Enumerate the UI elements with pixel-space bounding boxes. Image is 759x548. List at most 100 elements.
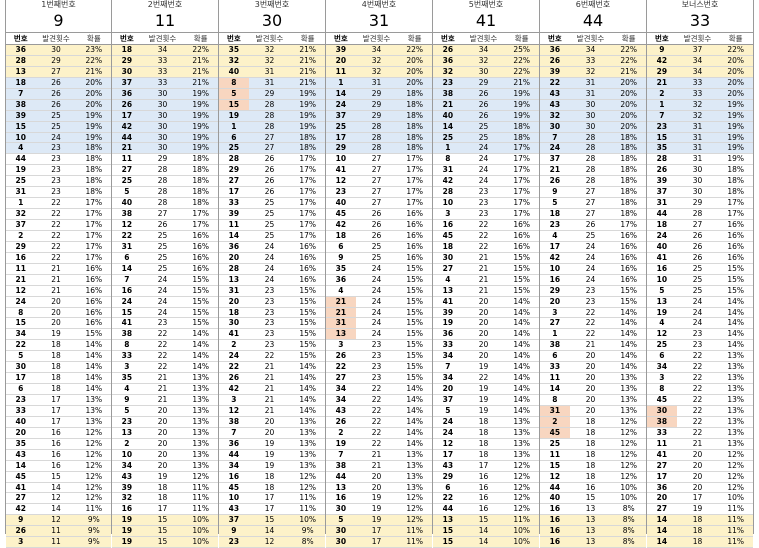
hit-count-cell[interactable]: 18 xyxy=(157,493,168,503)
table-row[interactable]: 14 25 17% xyxy=(219,231,325,242)
table-row[interactable]: 38 22 13% xyxy=(647,416,753,428)
hit-count-cell[interactable]: 20 xyxy=(585,384,596,394)
table-row[interactable]: 26 30 19% xyxy=(112,99,218,111)
table-row[interactable]: 14 18 11% xyxy=(647,515,753,527)
ball-number-cell[interactable]: 7 xyxy=(552,132,558,142)
table-row[interactable]: 21 21 16% xyxy=(6,275,111,286)
table-row[interactable]: 30 21 15% xyxy=(433,253,539,264)
column-header[interactable]: 번호 xyxy=(547,34,562,43)
table-row[interactable]: 22 25 16% xyxy=(112,231,218,242)
column-header[interactable]: 발견횟수 xyxy=(362,34,391,43)
probability-cell[interactable]: 12% xyxy=(85,493,103,503)
ball-number-cell[interactable]: 26 xyxy=(549,55,561,65)
table-row[interactable]: 20 17 10% xyxy=(647,493,753,505)
probability-cell[interactable]: 18% xyxy=(620,209,637,219)
probability-cell[interactable]: 16% xyxy=(620,230,637,240)
hit-count-cell[interactable]: 22 xyxy=(692,351,703,361)
table-row[interactable]: 1 31 20% xyxy=(326,77,432,89)
ball-number-cell[interactable]: 29 xyxy=(121,55,133,65)
table-row[interactable]: 31 20 13% xyxy=(540,405,646,417)
ball-number-cell[interactable]: 26 xyxy=(335,416,347,426)
hit-count-cell[interactable]: 23 xyxy=(585,296,596,306)
ball-number-cell[interactable]: 15 xyxy=(219,99,249,110)
ball-number-cell[interactable]: 15 xyxy=(549,460,561,470)
ball-number-cell[interactable]: 3 xyxy=(231,395,237,404)
probability-cell[interactable]: 12% xyxy=(85,471,103,481)
hit-count-cell[interactable]: 31 xyxy=(692,121,703,131)
probability-cell[interactable]: 16% xyxy=(85,285,103,295)
ball-number-cell[interactable]: 16 xyxy=(121,285,133,295)
table-row[interactable]: 45 18 12% xyxy=(219,483,325,494)
probability-cell[interactable]: 14% xyxy=(299,405,316,415)
probability-cell[interactable]: 18% xyxy=(513,121,530,131)
hit-count-cell[interactable]: 24 xyxy=(692,307,703,317)
hit-count-cell[interactable]: 24 xyxy=(585,274,596,284)
table-row[interactable]: 19 28 19% xyxy=(219,110,325,122)
ball-number-cell[interactable]: 30 xyxy=(549,121,561,131)
table-row[interactable]: 8 22 13% xyxy=(647,384,753,395)
hit-count-cell[interactable]: 32 xyxy=(371,55,382,65)
ball-number-cell[interactable]: 1 xyxy=(231,121,237,131)
ball-number-cell[interactable]: 2 xyxy=(338,427,344,437)
ball-number-cell[interactable]: 35 xyxy=(335,263,347,273)
table-row[interactable]: 5 19 14% xyxy=(433,406,539,417)
ball-number-cell[interactable]: 16 xyxy=(549,504,561,514)
hit-count-cell[interactable]: 22 xyxy=(51,230,61,240)
probability-cell[interactable]: 16% xyxy=(727,230,744,240)
table-row[interactable]: 16 18 12% xyxy=(219,472,325,483)
hit-count-cell[interactable]: 32 xyxy=(585,66,596,76)
table-row[interactable]: 42 26 16% xyxy=(326,220,432,231)
hit-count-cell[interactable]: 30 xyxy=(585,121,596,131)
hit-count-cell[interactable]: 22 xyxy=(478,241,489,251)
hit-count-cell[interactable]: 27 xyxy=(371,165,382,175)
ball-number-cell[interactable]: 26 xyxy=(228,373,240,383)
ball-number-cell[interactable]: 39 xyxy=(656,176,668,186)
hit-count-cell[interactable]: 20 xyxy=(478,307,489,317)
table-row[interactable]: 31 29 17% xyxy=(647,198,753,210)
probability-cell[interactable]: 18% xyxy=(192,154,209,164)
probability-cell[interactable]: 13% xyxy=(513,449,530,459)
probability-cell[interactable]: 15% xyxy=(406,296,423,306)
table-row[interactable]: 11 29 18% xyxy=(112,154,218,166)
hit-count-cell[interactable]: 25 xyxy=(157,230,168,240)
probability-cell[interactable]: 16% xyxy=(85,318,103,328)
ball-number-cell[interactable]: 9 xyxy=(18,515,24,525)
hit-count-cell[interactable]: 23 xyxy=(51,165,61,175)
probability-cell[interactable]: 15% xyxy=(513,274,530,284)
table-row[interactable]: 30 19 12% xyxy=(326,504,432,516)
ball-number-cell[interactable]: 38 xyxy=(121,209,133,219)
table-row[interactable]: 4 24 15% xyxy=(326,286,432,297)
table-row[interactable]: 17 26 17% xyxy=(219,187,325,199)
ball-number-cell[interactable]: 14 xyxy=(335,88,347,98)
table-row[interactable]: 29 28 18% xyxy=(326,143,432,155)
ball-number-cell[interactable]: 1 xyxy=(659,99,665,109)
probability-cell[interactable]: 20% xyxy=(85,77,103,87)
ball-number-cell[interactable]: 31 xyxy=(228,285,240,295)
table-row[interactable]: 35 31 19% xyxy=(647,143,753,155)
table-row[interactable]: 29 34 20% xyxy=(647,66,753,78)
hit-count-cell[interactable]: 22 xyxy=(585,307,596,317)
hit-count-cell[interactable]: 19 xyxy=(478,395,489,404)
ball-number-cell[interactable]: 28 xyxy=(228,154,240,164)
hit-count-cell[interactable]: 31 xyxy=(692,132,703,142)
probability-cell[interactable]: 17% xyxy=(85,241,103,251)
probability-cell[interactable]: 11% xyxy=(192,493,209,503)
hit-count-cell[interactable]: 12 xyxy=(264,537,275,547)
table-row[interactable]: 23 29 21% xyxy=(433,77,539,89)
ball-number-cell[interactable]: 21 xyxy=(442,99,454,109)
table-row[interactable]: 26 11 9% xyxy=(6,526,111,538)
hit-count-cell[interactable]: 18 xyxy=(51,351,61,361)
probability-cell[interactable]: 14% xyxy=(85,373,103,383)
hit-count-cell[interactable]: 24 xyxy=(264,241,275,251)
ball-number-cell[interactable]: 29 xyxy=(228,165,240,175)
table-row[interactable]: 21 24 15% xyxy=(326,296,432,308)
probability-cell[interactable]: 17% xyxy=(406,187,423,197)
table-row[interactable]: 5 18 14% xyxy=(6,351,111,363)
ball-number-cell[interactable]: 20 xyxy=(549,296,561,306)
hit-count-cell[interactable]: 22 xyxy=(51,252,61,262)
table-row[interactable]: 44 30 19% xyxy=(112,132,218,144)
table-row[interactable]: 28 29 22% xyxy=(6,55,111,67)
table-row[interactable]: 16 13 8% xyxy=(540,504,646,516)
hit-count-cell[interactable]: 18 xyxy=(478,416,489,426)
ball-number-cell[interactable]: 39 xyxy=(121,482,133,492)
